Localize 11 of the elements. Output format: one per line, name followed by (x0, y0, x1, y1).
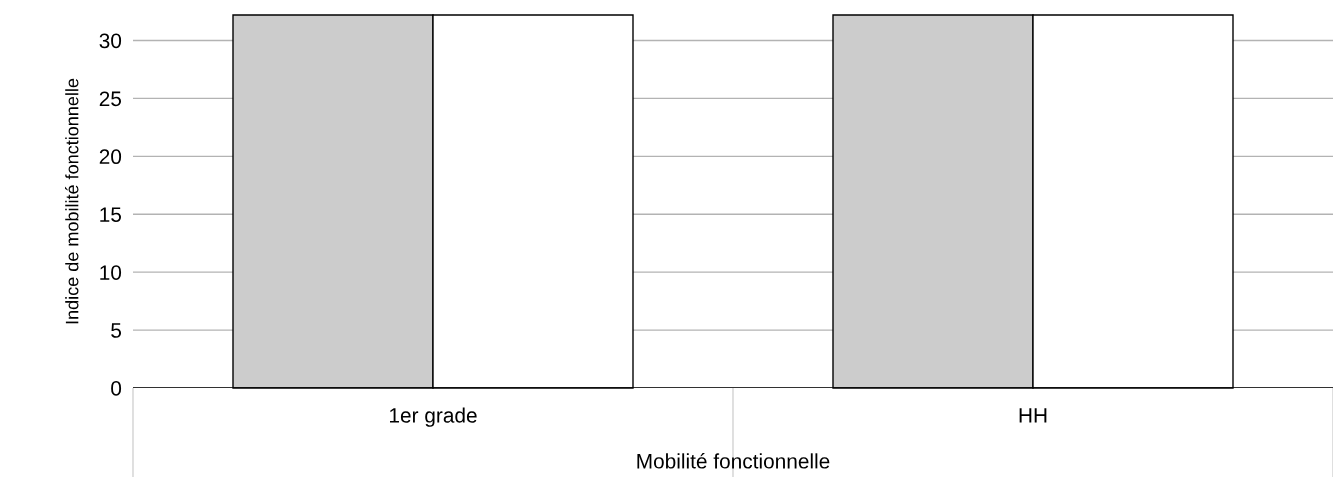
y-tick-label: 5 (111, 323, 122, 338)
y-tick-label: 25 (99, 91, 122, 107)
y-tick-label: 0 (111, 381, 122, 396)
x-axis-title: Mobilité fonctionnelle (637, 453, 830, 469)
y-tick-label: 30 (99, 33, 122, 49)
y-tick-label: 20 (99, 149, 122, 165)
x-tick-label: HH (1019, 408, 1047, 423)
y-tick-label: 15 (100, 207, 122, 222)
y-tick-label: 10 (100, 265, 122, 280)
x-tick-label: 1er grade (390, 407, 477, 427)
y-axis-title: Indice de mobilité fonctionnelle (65, 78, 79, 324)
